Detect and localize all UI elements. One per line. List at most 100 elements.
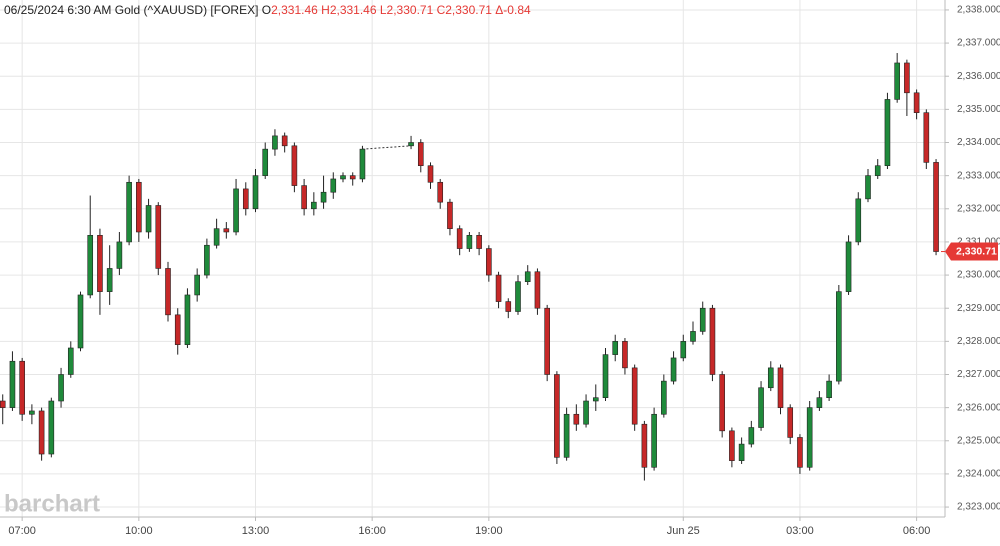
candle-body <box>602 354 609 398</box>
candle-body <box>97 235 103 292</box>
x-tick-label: 16:00 <box>358 525 386 537</box>
candle-body <box>136 181 142 233</box>
candle-body <box>894 62 900 100</box>
x-tick-label: 10:00 <box>125 525 153 537</box>
candle-body <box>417 142 424 167</box>
y-tick-label: 2,328.000 <box>957 336 1000 347</box>
candle-body <box>330 178 337 193</box>
candle-body <box>233 188 239 233</box>
candle-body <box>476 235 482 249</box>
candle-body <box>495 274 502 302</box>
x-tick-label: 19:00 <box>475 525 503 537</box>
candle-body <box>486 248 492 276</box>
candle-body <box>466 235 473 249</box>
candle-body <box>904 62 910 94</box>
x-tick-label: 06:00 <box>903 525 931 537</box>
candles <box>0 53 939 481</box>
candle-body <box>126 181 132 243</box>
candle-body <box>0 400 6 408</box>
candle-body <box>631 367 638 425</box>
candle-body <box>194 274 200 296</box>
candle-body <box>767 367 774 389</box>
candle-body <box>223 228 230 233</box>
candle-body <box>874 165 881 176</box>
candle-body <box>670 357 677 382</box>
candle-body <box>641 423 648 468</box>
candle-body <box>913 92 920 113</box>
candle-body <box>58 374 64 402</box>
candle-body <box>738 443 745 461</box>
candle-body <box>77 294 84 349</box>
candle-body <box>709 307 716 375</box>
axes: 2,323.000 2,324.000 2,325.000 2,326.000 2,32… <box>8 5 1000 537</box>
y-tick-label: 2,330.000 <box>957 270 1000 281</box>
candle-body <box>19 360 25 415</box>
candle-body <box>826 380 832 398</box>
candle-body <box>573 413 580 425</box>
candle-body <box>291 145 298 186</box>
candle-body <box>262 148 269 176</box>
candle-body <box>524 271 531 282</box>
candle-body <box>806 407 813 468</box>
x-tick-label: 13:00 <box>242 525 270 537</box>
candle-body <box>719 374 725 432</box>
candle-body <box>777 367 784 408</box>
candle-body <box>534 271 541 309</box>
candle-body <box>797 437 803 468</box>
candle-body <box>456 228 463 249</box>
candle-body <box>699 307 706 332</box>
candle-body <box>213 228 220 246</box>
y-tick-label: 2,326.000 <box>957 402 1000 413</box>
candle-body <box>408 142 414 147</box>
candle-body <box>427 165 434 183</box>
candle-body <box>155 205 162 269</box>
candle-body <box>359 148 366 180</box>
y-tick-label: 2,323.000 <box>957 502 1000 513</box>
candle-body <box>165 268 171 316</box>
candle-body <box>690 331 696 342</box>
candle-body <box>563 413 570 458</box>
candle-body <box>622 341 628 369</box>
y-tick-label: 2,333.000 <box>957 170 1000 181</box>
x-tick-label: 03:00 <box>786 525 814 537</box>
session-gap <box>362 145 412 150</box>
candle-body <box>340 175 346 180</box>
candle-body <box>855 198 862 243</box>
candle-body <box>184 294 191 345</box>
candle-body <box>505 301 512 312</box>
candle-body <box>349 175 356 180</box>
header: 06/25/2024 6:30 AM Gold (^XAUUSD) [FOREX… <box>4 3 531 17</box>
candle-body <box>311 201 317 210</box>
candle-body <box>661 380 667 415</box>
candle-body <box>272 135 278 150</box>
candle-body <box>174 314 181 345</box>
watermark: barchart <box>4 490 100 517</box>
candle-body <box>145 205 152 233</box>
candle-body <box>515 281 521 312</box>
candle-body <box>836 291 842 382</box>
y-tick-label: 2,332.000 <box>957 203 1000 214</box>
last-price-label: 2,330.71 <box>956 245 997 257</box>
candle-body <box>865 175 871 200</box>
candle-body <box>301 185 307 210</box>
candle-body <box>583 400 589 425</box>
header-symbol: Gold (^XAUUSD) [FOREX] <box>115 3 259 17</box>
header-datetime: 06/25/2024 6:30 AM <box>4 3 111 17</box>
candle-body <box>816 397 823 408</box>
candle-body <box>87 235 94 296</box>
candle-body <box>106 268 113 292</box>
y-tick-label: 2,338.000 <box>957 5 1000 16</box>
candle-body <box>9 360 16 408</box>
x-tick-label: Jun 25 <box>667 525 700 537</box>
y-tick-label: 2,325.000 <box>957 435 1000 446</box>
candle-body <box>447 201 453 229</box>
candle-body <box>680 341 687 359</box>
candle-body <box>544 307 550 375</box>
candle-body <box>845 241 852 292</box>
candle-body <box>48 400 55 455</box>
y-tick-label: 2,335.000 <box>957 104 1000 115</box>
x-tick-label: 07:00 <box>8 525 36 537</box>
y-tick-label: 2,337.000 <box>957 38 1000 49</box>
candle-body <box>242 188 249 210</box>
candle-body <box>884 99 891 167</box>
